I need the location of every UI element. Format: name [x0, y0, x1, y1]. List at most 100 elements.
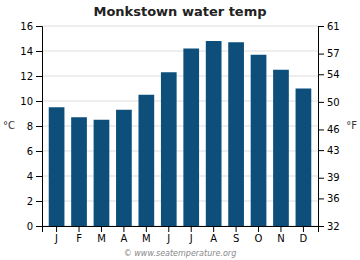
y2-tick-mark [318, 178, 324, 179]
y-tick-label: 6 [27, 146, 33, 157]
x-tick-mark [258, 226, 259, 232]
y-axis-line [36, 27, 43, 227]
y2-tick: 61 [318, 21, 340, 32]
bar [138, 95, 154, 226]
y2-tick-label: 32 [327, 221, 340, 232]
grid-line [42, 26, 318, 27]
x-tick: O [255, 226, 263, 244]
y-tick-mark [36, 201, 42, 202]
y2-tick-label: 61 [327, 21, 340, 32]
x-tick: M [97, 226, 106, 244]
x-tick-mark [101, 226, 102, 232]
bar [228, 42, 244, 226]
x-tick-label: A [210, 233, 217, 244]
x-tick: J [189, 226, 193, 244]
y2-tick: 39 [318, 172, 340, 183]
y-tick: 12 [20, 71, 42, 82]
x-tick-label: O [255, 233, 263, 244]
x-tick-mark [168, 226, 169, 232]
y-axis: 0 2 4 6 8 10 12 14 16 [20, 21, 42, 232]
x-tick-label: M [142, 233, 151, 244]
grid [42, 26, 318, 226]
y2-tick-label: 39 [327, 172, 340, 183]
y-tick-mark [36, 101, 42, 102]
y2-tick-mark [318, 26, 324, 27]
y-tick-mark [36, 176, 42, 177]
x-tick-mark [236, 226, 237, 232]
y2-tick: 43 [318, 145, 340, 156]
y-tick-label: 4 [27, 171, 33, 182]
y2-tick: 46 [318, 124, 340, 135]
y2-tick: 54 [318, 69, 340, 80]
x-tick-label: F [76, 233, 82, 244]
y-tick-label: 8 [27, 121, 33, 132]
y-tick: 6 [27, 146, 42, 157]
y2-tick: 50 [318, 97, 340, 108]
x-tick-label: N [277, 233, 284, 244]
bar [161, 72, 177, 226]
y-tick-mark [36, 26, 42, 27]
bar [251, 55, 267, 226]
x-tick-label: D [300, 233, 308, 244]
y2-tick-label: 50 [327, 97, 340, 108]
x-tick-mark [146, 226, 147, 232]
bar [94, 120, 110, 226]
x-tick-label: S [233, 233, 239, 244]
y2-tick-label: 54 [327, 69, 340, 80]
bar [116, 110, 132, 226]
x-tick-label: A [120, 233, 127, 244]
bar [206, 41, 222, 226]
grid-line [42, 51, 318, 52]
y2-tick: 32 [318, 221, 340, 232]
y-tick-label: 10 [20, 96, 33, 107]
y2-axis-line [319, 27, 325, 227]
y2-axis-title: °F [346, 120, 357, 131]
x-tick-mark [79, 226, 80, 232]
y-tick: 14 [20, 46, 42, 57]
chart-svg: JFMAMJJASOND0246810121416323639434650545… [0, 0, 360, 260]
x-tick-label: J [166, 233, 170, 244]
x-tick: S [233, 226, 239, 244]
bars [49, 41, 312, 226]
y-tick-mark [36, 126, 42, 127]
y-tick-mark [36, 151, 42, 152]
y2-tick-label: 46 [327, 124, 340, 135]
watermark: © www.seatemperature.org [124, 249, 236, 258]
y-tick-label: 16 [20, 21, 33, 32]
bar [71, 117, 87, 226]
x-tick: A [120, 226, 127, 244]
y2-tick-mark [318, 198, 324, 199]
x-axis-line [43, 227, 319, 233]
y2-tick-label: 57 [327, 48, 340, 59]
y-tick-label: 12 [20, 71, 33, 82]
y2-tick: 57 [318, 48, 340, 59]
y-tick: 0 [27, 221, 42, 232]
y2-tick-label: 36 [327, 193, 340, 204]
y-tick-mark [36, 51, 42, 52]
y2-tick: 36 [318, 193, 340, 204]
x-tick-mark [213, 226, 214, 232]
y-tick-label: 14 [20, 46, 33, 57]
y2-tick-mark [318, 54, 324, 55]
y2-tick-mark [318, 74, 324, 75]
x-tick: J [54, 226, 58, 244]
bar [296, 89, 312, 227]
plot-area: JFMAMJJASOND0246810121416323639434650545… [20, 21, 339, 244]
bar [183, 49, 199, 227]
x-tick: M [142, 226, 151, 244]
y-tick-label: 0 [27, 221, 33, 232]
x-axis: JFMAMJJASOND [43, 226, 319, 244]
x-tick: J [166, 226, 170, 244]
x-tick-mark [280, 226, 281, 232]
bar [49, 107, 65, 226]
y-tick-label: 2 [27, 196, 33, 207]
bar [273, 70, 289, 226]
y-tick-mark [36, 226, 42, 227]
x-tick-mark [56, 226, 57, 232]
y2-tick-mark [318, 102, 324, 103]
y2-tick-label: 43 [327, 145, 340, 156]
y-tick: 16 [20, 21, 42, 32]
x-tick: A [210, 226, 217, 244]
y-tick: 2 [27, 196, 42, 207]
y2-axis: 32 36 39 43 46 50 54 57 61 [318, 21, 340, 232]
